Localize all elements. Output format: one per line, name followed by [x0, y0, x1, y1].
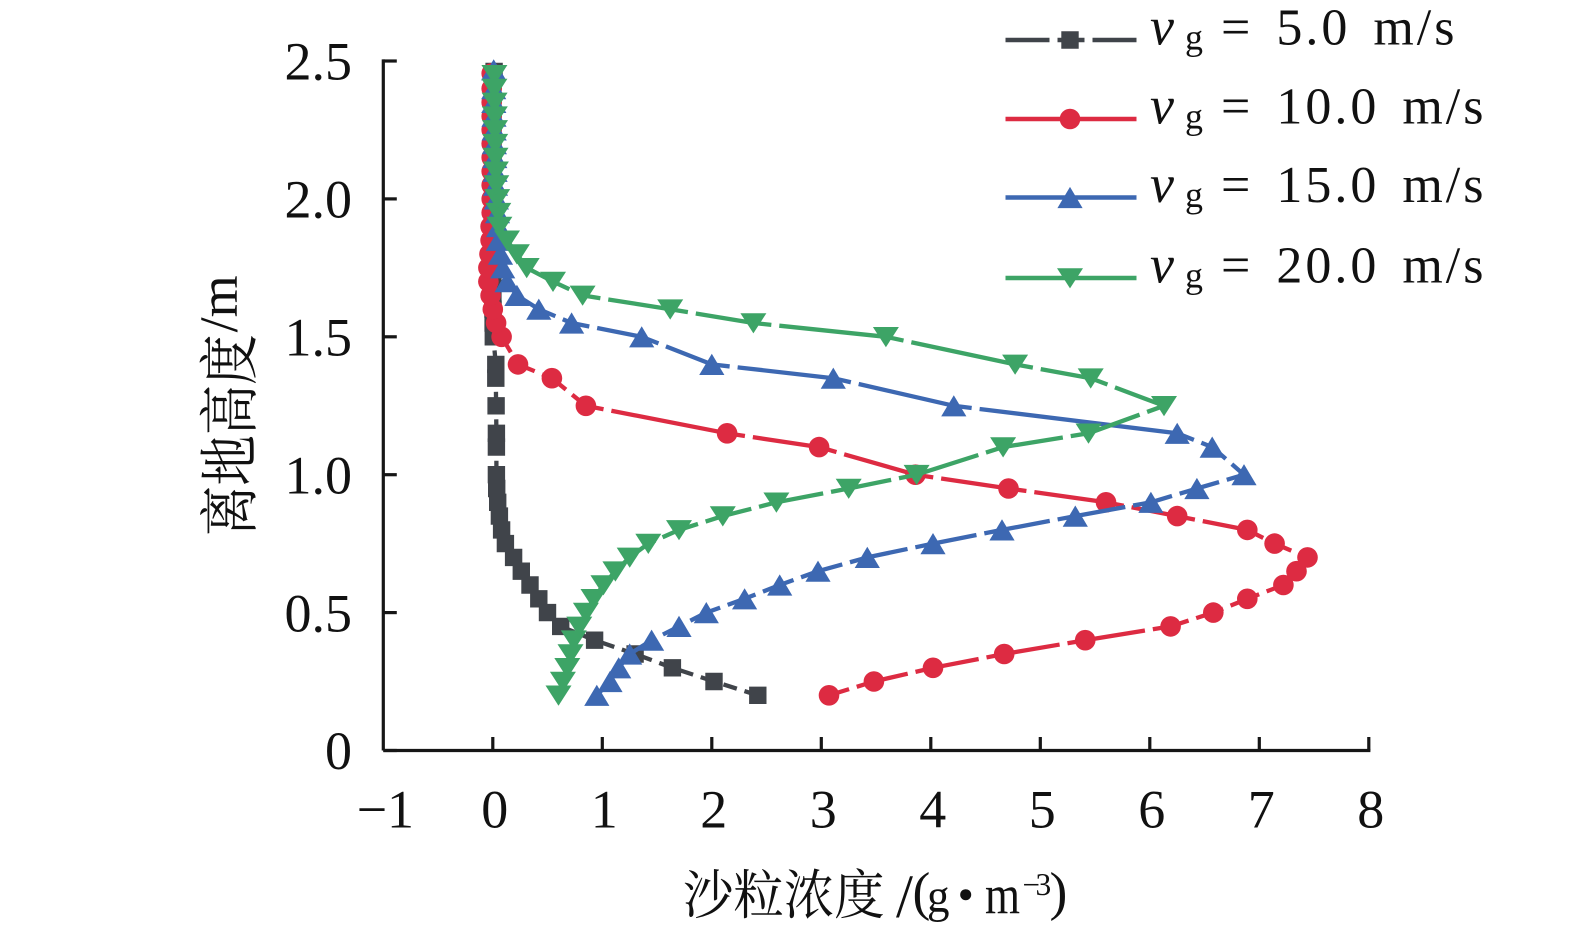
svg-text:1.0: 1.0	[285, 445, 353, 505]
svg-text:7: 7	[1248, 780, 1275, 840]
svg-text:g: g	[1185, 97, 1203, 137]
svg-text:= 10.0 m/s: = 10.0 m/s	[1221, 79, 1486, 136]
svg-text:−1: −1	[357, 780, 414, 840]
svg-text:2: 2	[700, 780, 727, 840]
svg-text:v: v	[1150, 76, 1174, 136]
svg-text:= 5.0 m/s: = 5.0 m/s	[1221, 0, 1457, 57]
svg-text:0: 0	[325, 721, 352, 781]
svg-text:g: g	[1185, 256, 1203, 296]
svg-text:2.0: 2.0	[285, 170, 353, 230]
svg-text:g: g	[927, 870, 950, 923]
svg-text:m: m	[985, 864, 1020, 925]
svg-text:3: 3	[1036, 867, 1052, 902]
svg-text:−: −	[1023, 867, 1040, 902]
svg-text:1.5: 1.5	[285, 308, 353, 368]
svg-text:/: /	[896, 864, 913, 931]
svg-text:0.5: 0.5	[285, 583, 353, 643]
svg-text:0: 0	[481, 780, 508, 840]
svg-text:3: 3	[810, 780, 837, 840]
svg-text:1: 1	[591, 780, 618, 840]
svg-text:g: g	[1185, 175, 1203, 215]
svg-text:= 20.0 m/s: = 20.0 m/s	[1221, 238, 1486, 295]
svg-text:= 15.0 m/s: = 15.0 m/s	[1221, 157, 1486, 214]
svg-text:g: g	[1185, 18, 1203, 58]
svg-text:5: 5	[1029, 780, 1056, 840]
svg-text:/m: /m	[189, 275, 249, 332]
svg-text:6: 6	[1138, 780, 1165, 840]
svg-text:v: v	[1150, 154, 1174, 214]
svg-text:8: 8	[1357, 780, 1384, 840]
svg-text:): )	[1050, 862, 1068, 922]
svg-text:v: v	[1150, 235, 1174, 295]
svg-text:4: 4	[919, 780, 946, 840]
svg-text:(: (	[913, 862, 931, 922]
svg-text:2.5: 2.5	[285, 32, 353, 92]
svg-text:v: v	[1150, 0, 1174, 57]
